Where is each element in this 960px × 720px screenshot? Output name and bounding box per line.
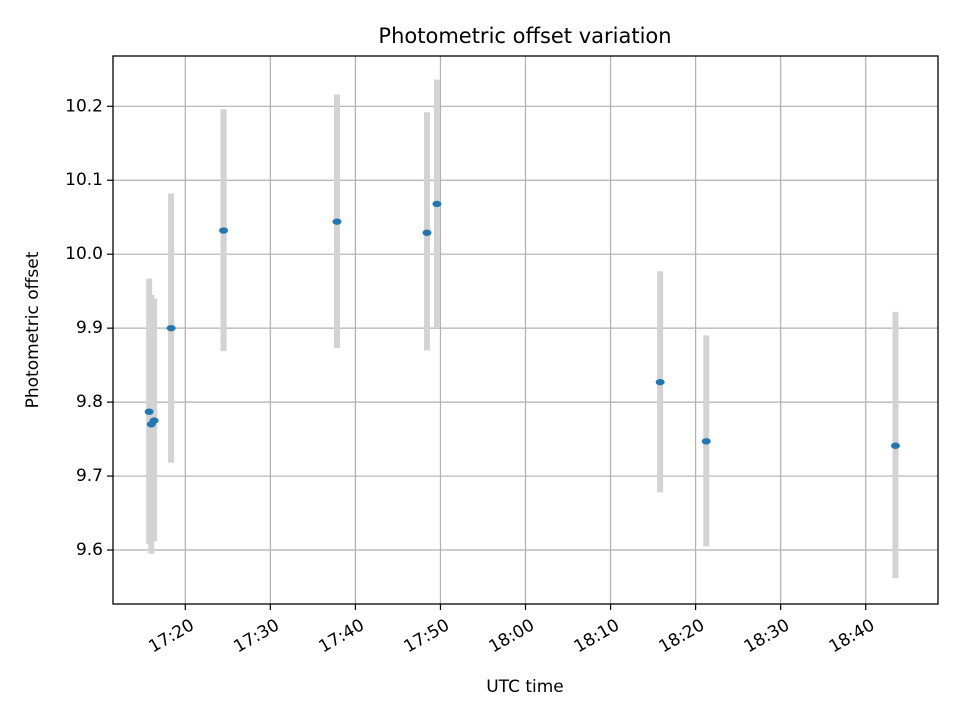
y-tick-label: 9.7 xyxy=(76,466,103,486)
y-tick-label: 10.0 xyxy=(65,244,103,264)
chart-title: Photometric offset variation xyxy=(378,24,671,48)
data-point xyxy=(432,200,442,208)
data-point xyxy=(332,218,342,225)
data-point xyxy=(655,378,665,386)
x-axis-title: UTC time xyxy=(486,677,564,697)
y-tick-label: 10.2 xyxy=(65,96,103,116)
data-point xyxy=(422,229,432,236)
data-point xyxy=(219,227,229,234)
data-point xyxy=(701,438,711,445)
y-tick-label: 10.1 xyxy=(65,170,103,190)
data-points xyxy=(144,200,900,449)
y-tick-label: 9.8 xyxy=(76,392,103,412)
y-tick-label: 9.6 xyxy=(76,540,103,560)
y-axis: 9.6 9.7 9.8 9.9 10.0 10.1 10.2 xyxy=(65,96,113,560)
grid xyxy=(113,56,938,604)
data-point xyxy=(166,324,176,332)
data-point xyxy=(144,408,154,415)
data-point xyxy=(890,442,900,449)
data-point xyxy=(149,417,159,424)
y-axis-title: Photometric offset xyxy=(23,251,43,408)
y-tick-label: 9.9 xyxy=(76,318,103,338)
